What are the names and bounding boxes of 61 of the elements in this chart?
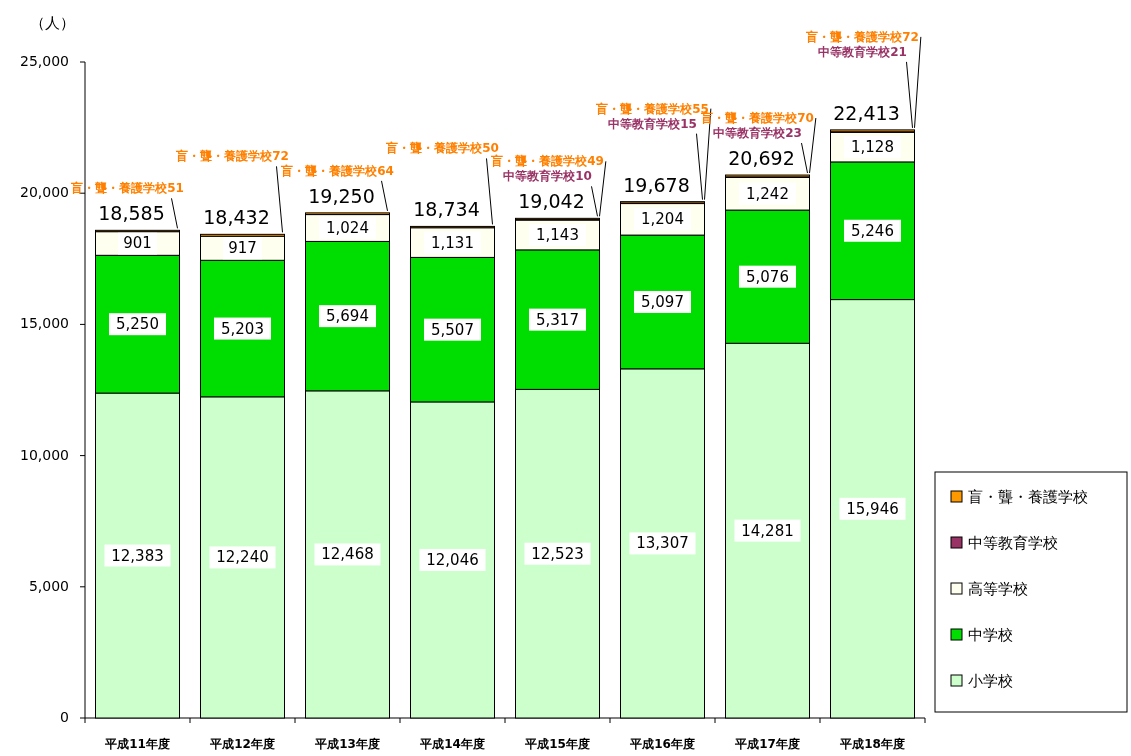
data-label: 12,046: [426, 550, 479, 569]
data-label: 5,317: [536, 310, 579, 329]
data-label: 中等教育学校23: [713, 126, 802, 141]
total-label: 19,250: [308, 184, 375, 207]
y-tick-label: 15,000: [20, 315, 69, 332]
data-label: 15,946: [846, 499, 899, 518]
data-label: 12,240: [216, 548, 269, 567]
legend-label: 盲・聾・養護学校: [968, 488, 1088, 506]
y-tick-label: 5,000: [28, 577, 69, 594]
legend-label: 中学校: [968, 626, 1013, 644]
data-label: 12,383: [111, 546, 164, 565]
data-label: 901: [123, 234, 152, 253]
data-label: 盲・聾・養護学校49: [490, 154, 604, 169]
data-label: 1,242: [746, 184, 789, 203]
data-label: 5,507: [431, 320, 474, 339]
y-tick-label: 20,000: [20, 184, 69, 201]
data-label: 13,307: [636, 534, 689, 553]
y-tick-label: 0: [60, 709, 69, 725]
x-tick-label: 平成17年度: [734, 737, 800, 751]
x-tick-label: 平成18年度: [839, 737, 905, 751]
total-label: 18,432: [203, 206, 270, 229]
total-label: 18,734: [413, 198, 480, 221]
y-axis-title: （人）: [30, 14, 75, 32]
total-label: 19,678: [623, 173, 690, 196]
data-label: 12,523: [531, 544, 584, 563]
data-label: 盲・聾・養護学校51: [70, 181, 184, 196]
legend-label: 高等学校: [968, 580, 1028, 598]
legend-label: 中等教育学校: [968, 534, 1058, 552]
legend-label: 小学校: [968, 672, 1013, 690]
data-label: 5,076: [746, 267, 789, 286]
x-tick-label: 平成16年度: [629, 737, 695, 751]
y-tick-label: 25,000: [20, 53, 69, 69]
data-label: 1,204: [641, 210, 684, 229]
data-label: 5,097: [641, 292, 684, 311]
x-tick-label: 平成12年度: [209, 737, 275, 751]
x-tick-label: 平成11年度: [104, 737, 170, 751]
data-label: 5,250: [116, 315, 159, 334]
data-label: 盲・聾・養護学校72: [175, 149, 289, 164]
data-label: 917: [228, 239, 257, 258]
data-label: 1,128: [851, 138, 894, 157]
data-label: 5,694: [326, 307, 369, 326]
data-label: 盲・聾・養護学校72: [805, 29, 919, 44]
data-label: 中等教育学校10: [503, 169, 592, 184]
data-label: 14,281: [741, 521, 794, 540]
total-label: 20,692: [728, 147, 795, 170]
data-label: 5,246: [851, 221, 894, 240]
data-label: 中等教育学校15: [608, 116, 697, 131]
total-label: 18,585: [98, 202, 165, 225]
total-label: 22,413: [833, 101, 900, 124]
y-tick-label: 10,000: [20, 446, 69, 463]
data-label: 盲・聾・養護学校64: [280, 163, 394, 178]
data-label: 1,131: [431, 233, 474, 252]
total-label: 19,042: [518, 190, 585, 213]
x-tick-label: 平成14年度: [419, 737, 485, 751]
x-tick-label: 平成15年度: [524, 737, 590, 751]
data-label: 1,024: [326, 218, 369, 237]
data-label: 中等教育学校21: [818, 44, 907, 59]
data-label: 1,143: [536, 225, 579, 244]
x-tick-label: 平成13年度: [314, 737, 380, 751]
data-label: 12,468: [321, 545, 374, 564]
data-label: 5,203: [221, 319, 264, 338]
